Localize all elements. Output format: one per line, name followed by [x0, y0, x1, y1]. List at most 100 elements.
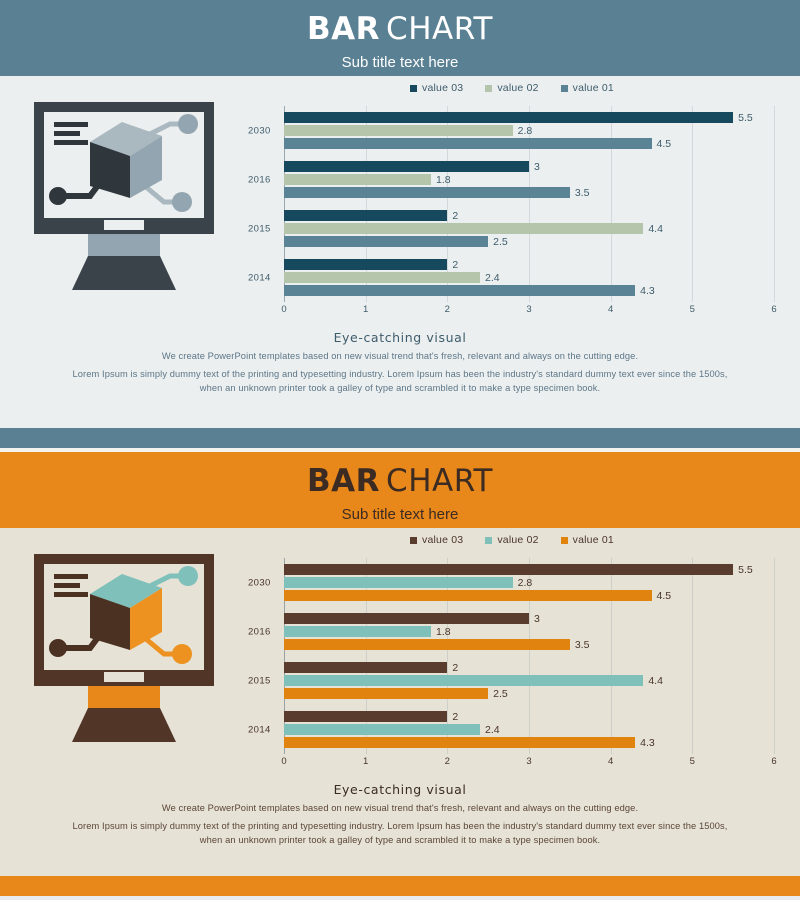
bar[interactable]: [284, 174, 431, 185]
bar-value-label: 2: [452, 209, 459, 222]
bar-row: 2.5: [284, 236, 774, 248]
bar[interactable]: [284, 626, 431, 637]
legend-swatch-value-03-orange: [410, 536, 418, 544]
gridlines-blue: [284, 106, 775, 302]
bar-row: 2.4: [284, 723, 774, 736]
bar[interactable]: [284, 590, 652, 601]
bar[interactable]: [284, 711, 448, 722]
bar-row: 5.5: [284, 564, 774, 576]
bar[interactable]: [284, 259, 448, 270]
bar[interactable]: [284, 187, 570, 198]
bar[interactable]: [284, 564, 734, 575]
bar[interactable]: [284, 236, 489, 247]
legend-label-value-01-orange: value 01: [572, 534, 614, 546]
bar[interactable]: [284, 724, 480, 735]
bar-row: 3.5: [284, 638, 774, 651]
bar-value-label: 2: [452, 661, 459, 674]
gridline: [610, 106, 612, 302]
bar-value-label: 2: [452, 258, 459, 271]
page-subtitle-orange: Sub title text here: [341, 506, 459, 523]
bar[interactable]: [284, 639, 570, 650]
chart-panel-blue: value 03 value 02 value 01 2030 5.5 2.8 4.5…: [0, 76, 800, 428]
legend-swatch-value-02-orange: [485, 536, 493, 544]
gridline: [284, 106, 285, 302]
bar-value-label: 3.5: [574, 186, 590, 199]
category-label: 2030: [248, 577, 271, 588]
legend-label-value-02-blue: value 02: [497, 82, 539, 94]
bar[interactable]: [284, 613, 529, 624]
bar-value-label: 4.5: [656, 137, 672, 150]
bar[interactable]: [284, 688, 489, 699]
header-banner-blue: BAR CHART Sub title text here: [0, 0, 800, 76]
gridline: [529, 558, 530, 754]
bar[interactable]: [284, 675, 644, 686]
bar-stack: 5.5 2.8 4.5: [284, 111, 774, 151]
bar-value-label: 2.4: [485, 271, 500, 284]
bar[interactable]: [284, 577, 513, 588]
category-label: 2016: [248, 174, 271, 185]
bar-value-label: 2.8: [517, 124, 533, 137]
bar[interactable]: [284, 125, 513, 136]
bar-value-label: 1.8: [436, 625, 451, 638]
bar[interactable]: [284, 662, 448, 673]
bar-group: 2030 5.5 2.8 4.5: [248, 111, 774, 151]
legend-item-value-03-orange[interactable]: value 03: [410, 534, 463, 546]
x-axis-blue: 0 1 2 3 4 5 6: [281, 302, 776, 318]
x-tick-label: 3: [526, 756, 532, 767]
legend-swatch-value-01-blue: [560, 84, 568, 92]
x-tick-label: 5: [689, 304, 695, 315]
bar-stack: 3 1.8 3.5: [284, 160, 774, 200]
bar-group: 2014 2 2.4 4.3: [248, 710, 774, 750]
bar[interactable]: [284, 210, 448, 221]
monitor-icon-orange: [34, 554, 214, 742]
bar-value-label: 2.4: [485, 723, 500, 736]
bar[interactable]: [284, 112, 734, 123]
title-light-blue: CHART: [386, 11, 493, 47]
bar[interactable]: [284, 223, 644, 234]
legend-item-value-01-blue[interactable]: value 01: [560, 82, 614, 94]
bar-group: 2016 3 1.8 3.5: [248, 160, 774, 200]
title-bold-blue: BAR: [307, 11, 381, 47]
bar-row: 2: [284, 661, 774, 674]
caption-heading-blue: Eye-catching visual: [333, 330, 467, 345]
gridline: [284, 558, 285, 754]
bar[interactable]: [284, 272, 480, 283]
legend-item-value-02-orange[interactable]: value 02: [485, 534, 538, 546]
bar-stack: 5.5 2.8 4.5: [284, 563, 774, 603]
bar-row: 3: [284, 161, 774, 173]
caption-line1-blue: We create PowerPoint templates based on …: [161, 351, 639, 361]
bar-row: 2.4: [284, 271, 774, 284]
category-label: 2014: [248, 272, 271, 283]
x-tick-label: 4: [608, 756, 614, 767]
bar[interactable]: [284, 285, 636, 296]
legend-swatch-value-03-blue: [410, 84, 418, 92]
title-bold-orange: BAR: [307, 463, 381, 499]
title-light-orange: CHART: [386, 463, 493, 499]
bar-value-label: 4.4: [648, 674, 663, 687]
legend-item-value-02-blue[interactable]: value 02: [485, 82, 538, 94]
page-title-orange: BAR CHART: [0, 452, 800, 497]
bar-stack: 2 2.4 4.3: [284, 258, 774, 298]
bar-row: 4.3: [284, 736, 774, 749]
bar-value-label: 3: [534, 612, 540, 625]
bar-value-label: 4.3: [640, 736, 655, 749]
bar[interactable]: [284, 138, 652, 149]
bar-value-label: 1.8: [436, 173, 451, 186]
bar-value-label: 3.5: [574, 638, 590, 651]
bar[interactable]: [284, 737, 636, 748]
legend-label-value-03-orange: value 03: [422, 534, 464, 546]
x-tick-label: 2: [444, 304, 450, 315]
monitor-illustration-orange: [0, 528, 250, 742]
page-title-blue: BAR CHART: [0, 0, 800, 45]
x-tick-label: 1: [363, 304, 369, 315]
category-label: 2030: [248, 125, 271, 136]
legend-item-value-01-orange[interactable]: value 01: [560, 534, 614, 546]
bar-chart-orange: value 03 value 02 value 01 2030 5.5 2.8 4.5…: [248, 528, 800, 770]
category-label: 2015: [248, 223, 271, 234]
footer-strip-orange: [0, 876, 800, 896]
category-label: 2016: [248, 626, 271, 637]
legend-item-value-03-blue[interactable]: value 03: [410, 82, 463, 94]
divider-strip-blue: [0, 428, 800, 448]
bar[interactable]: [284, 161, 529, 172]
x-tick-label: 0: [281, 756, 287, 767]
